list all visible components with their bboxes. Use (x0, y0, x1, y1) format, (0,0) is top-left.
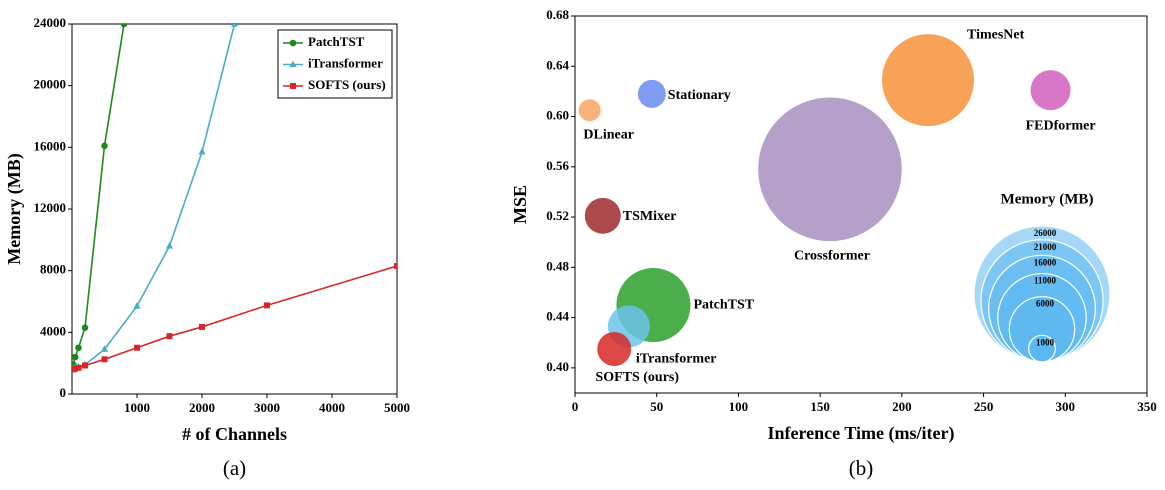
bubble (637, 79, 666, 108)
marker (230, 24, 239, 27)
marker (394, 263, 397, 270)
series-line (73, 265, 397, 371)
marker (75, 344, 82, 352)
panel-caption: (b) (849, 456, 874, 480)
marker (290, 83, 296, 89)
legend-label: PatchTST (308, 34, 365, 49)
marker (166, 333, 173, 340)
bubble (578, 99, 601, 122)
series-line (73, 24, 236, 370)
bubble-label: TimesNet (967, 27, 1025, 42)
bubble-label: DLinear (583, 127, 634, 142)
x-tick-label: 200 (892, 399, 912, 414)
size-legend-label: 26000 (1034, 228, 1057, 238)
x-tick-label: 100 (729, 399, 749, 414)
y-tick-label: 0.56 (546, 158, 569, 173)
marker (165, 242, 174, 249)
bubble-label: PatchTST (693, 297, 754, 312)
y-tick-label: 0.44 (546, 309, 569, 324)
x-tick-label: 4000 (319, 400, 345, 415)
y-tick-label: 0 (60, 385, 67, 400)
bubble-label: Crossformer (794, 249, 870, 264)
x-axis-label: Inference Time (ms/iter) (768, 423, 955, 444)
marker (198, 147, 206, 155)
x-tick-label: 300 (1056, 399, 1076, 414)
plot-series (72, 24, 397, 373)
y-tick-label: 0.60 (546, 108, 569, 123)
legend-label: SOFTS (ours) (308, 77, 386, 92)
marker (72, 353, 79, 361)
y-tick-label: 8000 (40, 262, 66, 277)
x-tick-label: 1000 (124, 400, 150, 415)
bubble-label: Stationary (668, 88, 731, 103)
marker (101, 356, 108, 363)
y-axis-label: MSE (510, 185, 530, 224)
marker (134, 344, 140, 351)
marker (264, 302, 270, 309)
bubble-label: iTransformer (636, 352, 717, 367)
x-tick-label: 3000 (254, 400, 280, 415)
marker (120, 24, 128, 28)
y-tick-label: 0.52 (546, 208, 569, 223)
marker (199, 323, 205, 330)
marker (100, 345, 109, 352)
bubble (597, 332, 632, 367)
x-tick-label: 0 (572, 399, 579, 414)
marker (289, 60, 297, 68)
bubble (758, 97, 902, 242)
y-tick-label: 20000 (34, 77, 67, 92)
marker (75, 364, 82, 371)
size-legend-label: 21000 (1034, 242, 1057, 252)
y-tick-label: 0.68 (546, 7, 569, 22)
x-tick-label: 2000 (189, 400, 215, 415)
y-axis-label: Memory (MB) (4, 153, 25, 264)
bubble (882, 34, 975, 127)
marker (101, 142, 108, 150)
y-tick-label: 24000 (34, 15, 67, 30)
size-legend-title: Memory (MB) (1001, 191, 1094, 207)
size-legend-label: 6000 (1036, 299, 1055, 309)
marker (72, 365, 79, 372)
plot-frame (574, 15, 1148, 394)
bubble (1030, 70, 1071, 111)
marker (81, 324, 89, 332)
x-axis-label: # of Channels (182, 424, 287, 444)
bubble-label: SOFTS (ours) (595, 370, 679, 385)
series-line (72, 24, 125, 365)
size-legend-circle (1028, 334, 1056, 363)
bubble-label: TSMixer (623, 209, 677, 224)
bubble-label: FEDformer (1026, 118, 1096, 133)
x-tick-label: 50 (650, 399, 663, 414)
y-tick-label: 12000 (34, 200, 67, 215)
x-tick-label: 250 (974, 399, 994, 414)
x-tick-label: 5000 (384, 400, 410, 415)
size-legend-label: 1000 (1036, 337, 1055, 347)
marker (289, 39, 297, 47)
x-tick-label: 150 (810, 399, 830, 414)
y-tick-label: 16000 (34, 138, 67, 153)
y-tick-label: 0.48 (546, 258, 569, 273)
bubble (584, 197, 621, 234)
marker (133, 302, 141, 309)
marker (82, 362, 88, 369)
legend-label: iTransformer (308, 55, 383, 70)
y-tick-label: 4000 (40, 323, 66, 338)
panel-caption: (a) (223, 456, 246, 480)
size-legend-label: 11000 (1034, 276, 1057, 286)
x-tick-label: 350 (1137, 399, 1157, 414)
y-tick-label: 0.64 (546, 57, 569, 72)
size-legend-label: 16000 (1034, 257, 1057, 267)
y-tick-label: 0.40 (546, 359, 569, 374)
